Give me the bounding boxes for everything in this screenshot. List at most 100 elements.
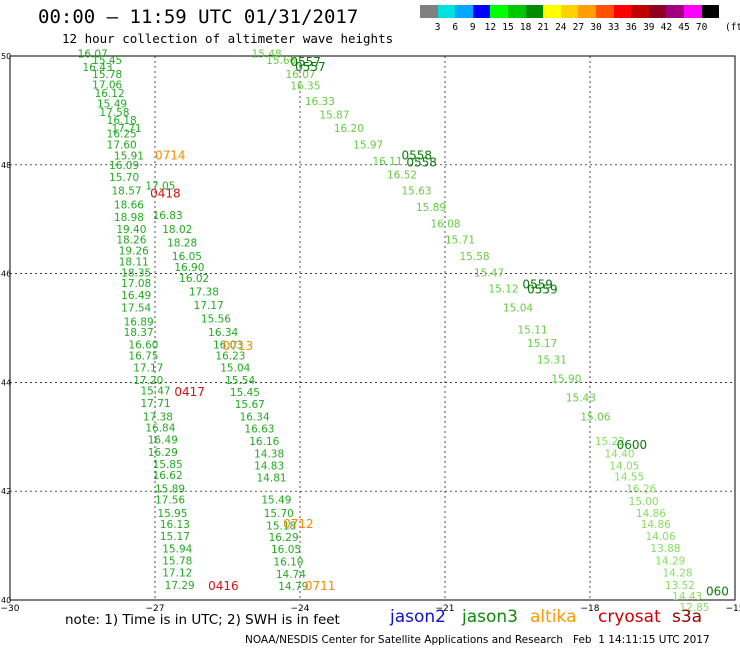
wave-height-value: 18.26 <box>116 235 146 247</box>
wave-height-value: 15.48 <box>252 49 282 61</box>
legend-label: 24 <box>555 22 567 33</box>
wave-height-value: 16.26 <box>626 483 656 495</box>
wave-height-value: 16.90 <box>174 262 204 274</box>
legend-label: 70 <box>695 22 708 33</box>
legend-swatch <box>437 5 456 18</box>
legend-swatch <box>648 5 667 18</box>
wave-height-value: 14.55 <box>614 471 644 483</box>
wave-height-value: 16.29 <box>148 447 178 459</box>
wave-height-value: 15.58 <box>460 251 490 263</box>
wave-height-value: 15.71 <box>445 235 475 247</box>
pass-time-label: 0416 <box>208 579 239 593</box>
wave-height-value: 15.70 <box>264 508 294 520</box>
legend-swatch <box>683 5 702 18</box>
wave-height-value: 16.83 <box>153 210 183 222</box>
wave-height-value: 18.02 <box>162 224 192 236</box>
wave-height-value: 15.56 <box>201 314 231 326</box>
wave-height-value: 16.60 <box>128 340 158 352</box>
wave-height-value: 15.43 <box>566 392 596 404</box>
wave-height-value: 17.05 <box>145 180 175 192</box>
wave-height-value: 16.35 <box>290 81 320 93</box>
wave-height-value: 15.78 <box>92 69 122 81</box>
legend-unit: (ft) <box>725 22 740 33</box>
wave-height-value: 15.63 <box>402 186 432 198</box>
wave-height-value: 18.11 <box>119 256 149 268</box>
wave-height-value: 16.12 <box>95 88 125 100</box>
wave-height-value: 17.60 <box>107 139 137 151</box>
wave-height-value: 16.18 <box>107 115 137 127</box>
wave-height-value: 16.11 <box>373 156 403 168</box>
satellite-label-jason2: jason2 <box>390 607 446 627</box>
legend-label: 36 <box>625 22 637 33</box>
wave-height-value: 16.84 <box>145 422 175 434</box>
legend-swatches <box>420 5 720 18</box>
wave-height-value: 15.66 <box>266 55 296 67</box>
wave-height-value: 15.47 <box>141 385 171 397</box>
legend-label: 39 <box>643 22 655 33</box>
wave-height-value: 18.57 <box>112 186 142 198</box>
legend-swatch <box>543 5 561 18</box>
wave-height-value: 17.12 <box>162 568 192 580</box>
legend-label: 9 <box>469 22 476 33</box>
wave-height-value: 17.17 <box>194 300 224 312</box>
wave-height-value: 14.81 <box>257 472 287 484</box>
lon-tick-label: −15 <box>726 604 740 614</box>
page-subtitle: 12 hour collection of altimeter wave hei… <box>62 31 394 46</box>
legend-swatch <box>490 5 508 18</box>
lat-tick-label: 42 <box>1 487 11 496</box>
wave-height-value: 15.94 <box>162 544 192 556</box>
lon-tick-label: −30 <box>1 604 20 614</box>
wave-height-value: 16.52 <box>387 169 417 181</box>
wave-height-value: 15.97 <box>353 139 383 151</box>
pass-time-label: 0713 <box>223 339 254 353</box>
wave-height-value: 15.89 <box>155 483 185 495</box>
pass-time-label: 0559 <box>522 277 553 291</box>
pass-time-label: 0600 <box>617 438 648 452</box>
wave-height-value: 13.52 <box>665 580 695 592</box>
pass-time-label: 0714 <box>155 148 186 162</box>
wave-height-value: 15.49 <box>97 99 127 111</box>
wave-height-value: 16.49 <box>148 434 178 446</box>
wave-height-value: 16.89 <box>124 316 154 328</box>
wave-height-value: 15.04 <box>503 303 533 315</box>
wave-height-value: 16.03 <box>213 340 243 352</box>
legend-label: 6 <box>452 22 459 33</box>
legend-swatch <box>578 5 596 18</box>
wave-height-value: 17.17 <box>133 363 163 375</box>
wave-height-value: 15.17 <box>527 338 557 350</box>
wave-height-value: 17.58 <box>99 107 129 119</box>
wave-height-value: 17.56 <box>155 495 185 507</box>
wave-height-value: 14.43 <box>672 591 702 603</box>
wave-height-value: 14.83 <box>254 460 284 472</box>
legend-swatch <box>472 5 491 18</box>
wave-height-value: 18.35 <box>121 267 151 279</box>
pass-time-label: 0557 <box>290 55 321 69</box>
wave-height-value: 16.43 <box>83 62 113 74</box>
pass-time-label: 0417 <box>174 385 205 399</box>
wave-height-value: 15.45 <box>92 55 122 67</box>
legend-label: 42 <box>660 22 673 33</box>
legend-swatch <box>455 5 473 18</box>
wave-height-value: 16.34 <box>240 411 270 423</box>
lon-tick-label: −27 <box>146 604 165 614</box>
wave-height-value: 16.20 <box>334 123 364 135</box>
pass-time-label: 0711 <box>305 579 336 593</box>
legend-swatch <box>507 5 526 18</box>
wave-height-value: 14.29 <box>655 556 685 568</box>
pass-time-label: 0558 <box>406 155 437 169</box>
footer-credit: NOAA/NESDIS Center for Satellite Applica… <box>245 634 710 646</box>
lat-tick-label: 40 <box>1 596 11 605</box>
satellite-label-cryosat: cryosat <box>598 607 661 627</box>
wave-height-value: 16.49 <box>121 290 151 302</box>
wave-height-value: 15.54 <box>225 375 255 387</box>
wave-height-value: 17.06 <box>92 80 122 92</box>
wave-height-value: 14.28 <box>663 568 693 580</box>
lat-tick-label: 50 <box>1 52 11 61</box>
wave-height-value: 15.78 <box>162 556 192 568</box>
pass-time-label: 0559 <box>527 283 558 297</box>
wave-height-value: 14.86 <box>641 519 671 531</box>
wave-height-value: 15.45 <box>230 387 260 399</box>
wave-height-value: 15.89 <box>416 202 446 214</box>
wave-height-value: 14.86 <box>636 508 666 520</box>
